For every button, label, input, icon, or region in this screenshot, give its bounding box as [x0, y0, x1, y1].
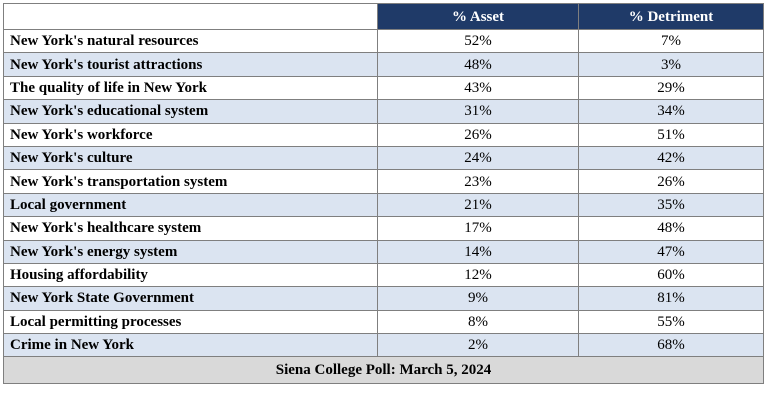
poll-results-table: % Asset % Detriment New York's natural r…: [3, 3, 764, 385]
table-row: New York's workforce 26% 51%: [3, 122, 764, 147]
asset-value: 8%: [377, 309, 579, 335]
table-row: New York's educational system 31% 34%: [3, 99, 764, 124]
detriment-value: 34%: [578, 99, 764, 124]
row-label: Crime in New York: [3, 333, 378, 358]
detriment-value: 81%: [578, 286, 764, 311]
table-body: New York's natural resources 52% 7% New Yor…: [3, 28, 764, 358]
asset-value: 26%: [377, 122, 579, 147]
table-row: New York's natural resources 52% 7%: [3, 28, 764, 54]
source-footer: Siena College Poll: March 5, 2024: [3, 356, 764, 385]
table-row: New York's healthcare system 17% 48%: [3, 216, 764, 241]
poll-table-container: % Asset % Detriment New York's natural r…: [3, 3, 764, 385]
asset-value: 52%: [377, 28, 579, 54]
table-row: Housing affordability 12% 60%: [3, 262, 764, 288]
asset-value: 2%: [377, 333, 579, 358]
header-asset: % Asset: [377, 3, 579, 30]
asset-value: 43%: [377, 75, 579, 101]
detriment-value: 3%: [578, 52, 764, 77]
table-row: Local permitting processes 8% 55%: [3, 309, 764, 335]
asset-value: 48%: [377, 52, 579, 77]
detriment-value: 42%: [578, 145, 764, 171]
row-label: New York's tourist attractions: [3, 52, 378, 77]
asset-value: 24%: [377, 145, 579, 171]
row-label: Local permitting processes: [3, 309, 378, 335]
table-row: New York's tourist attractions 48% 3%: [3, 52, 764, 77]
table-row: Local government 21% 35%: [3, 192, 764, 218]
table-row: New York's transportation system 23% 26%: [3, 169, 764, 194]
detriment-value: 55%: [578, 309, 764, 335]
table-row: New York's culture 24% 42%: [3, 145, 764, 171]
detriment-value: 35%: [578, 192, 764, 218]
footer-row: Siena College Poll: March 5, 2024: [3, 356, 764, 385]
table-row: Crime in New York 2% 68%: [3, 333, 764, 358]
asset-value: 31%: [377, 99, 579, 124]
header-row: % Asset % Detriment: [3, 3, 764, 30]
row-label: New York's healthcare system: [3, 216, 378, 241]
header-blank-cell: [3, 3, 378, 30]
asset-value: 9%: [377, 286, 579, 311]
row-label: Local government: [3, 192, 378, 218]
row-label: New York's culture: [3, 145, 378, 171]
header-detriment: % Detriment: [578, 3, 764, 30]
table-row: New York's energy system 14% 47%: [3, 239, 764, 264]
row-label: New York State Government: [3, 286, 378, 311]
table-row: The quality of life in New York 43% 29%: [3, 75, 764, 101]
row-label: New York's transportation system: [3, 169, 378, 194]
row-label: Housing affordability: [3, 262, 378, 288]
table-row: New York State Government 9% 81%: [3, 286, 764, 311]
row-label: New York's natural resources: [3, 28, 378, 54]
row-label: New York's energy system: [3, 239, 378, 264]
asset-value: 23%: [377, 169, 579, 194]
detriment-value: 7%: [578, 28, 764, 54]
detriment-value: 29%: [578, 75, 764, 101]
row-label: The quality of life in New York: [3, 75, 378, 101]
asset-value: 12%: [377, 262, 579, 288]
detriment-value: 26%: [578, 169, 764, 194]
row-label: New York's educational system: [3, 99, 378, 124]
asset-value: 14%: [377, 239, 579, 264]
detriment-value: 51%: [578, 122, 764, 147]
detriment-value: 47%: [578, 239, 764, 264]
detriment-value: 60%: [578, 262, 764, 288]
detriment-value: 48%: [578, 216, 764, 241]
asset-value: 17%: [377, 216, 579, 241]
row-label: New York's workforce: [3, 122, 378, 147]
asset-value: 21%: [377, 192, 579, 218]
detriment-value: 68%: [578, 333, 764, 358]
